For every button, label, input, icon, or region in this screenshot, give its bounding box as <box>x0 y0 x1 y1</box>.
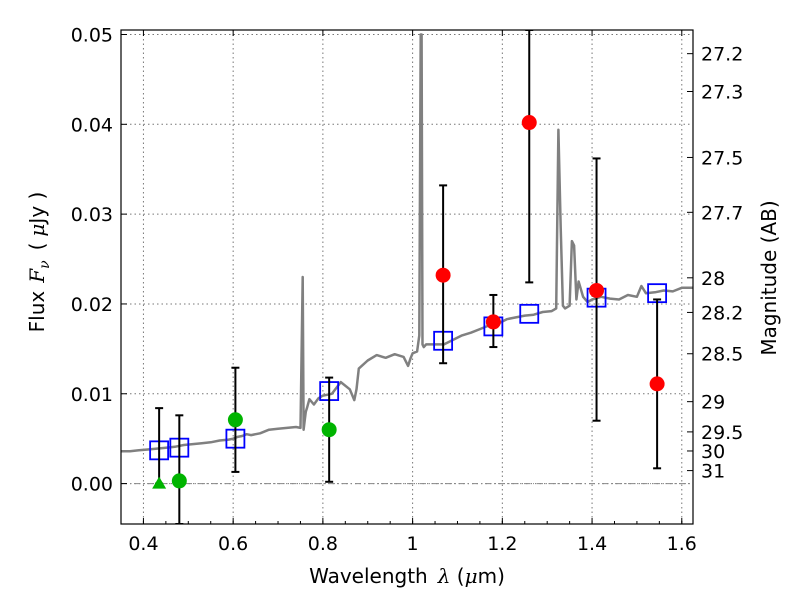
mag-tick-label: 27.5 <box>701 147 743 169</box>
data-point <box>171 473 187 489</box>
y-tick-label: 0.02 <box>71 294 113 316</box>
model-square <box>519 303 540 324</box>
y2-axis-label: Magnitude (AB) <box>757 200 781 355</box>
mag-tick-label: 27.7 <box>701 202 743 224</box>
x-tick-label: 1.2 <box>487 533 517 555</box>
mag-tick-label: 30 <box>701 441 725 463</box>
data-point <box>435 267 451 283</box>
y-tick-label: 0.03 <box>71 204 113 226</box>
x-tick-label: 0.6 <box>218 533 248 555</box>
upper-limit-triangle <box>152 476 167 489</box>
plot-frame <box>120 29 694 525</box>
x-tick-label: 1.4 <box>577 533 607 555</box>
y-tick-label: 0.00 <box>71 474 113 496</box>
x-tick-label: 0.4 <box>128 533 158 555</box>
mag-tick-label: 27.3 <box>701 81 743 103</box>
plot-layer <box>121 30 693 524</box>
data-point <box>589 282 605 298</box>
mag-tick-label: 28.5 <box>701 344 743 366</box>
x-tick-label: 1 <box>407 533 419 555</box>
y-tick-label: 0.05 <box>71 24 113 46</box>
y-tick-label: 0.01 <box>71 384 113 406</box>
x-tick-label: 0.8 <box>308 533 338 555</box>
data-point <box>485 314 501 330</box>
data-point <box>521 115 537 131</box>
x-tick-label: 1.6 <box>667 533 697 555</box>
x-axis-label: Wavelength λ (μm) <box>309 564 505 588</box>
y-axis-label: FluxFν(μJy ) <box>25 192 53 333</box>
mag-tick-label: 29 <box>701 392 725 414</box>
mag-tick-label: 27.2 <box>701 44 743 66</box>
mag-tick-label: 28.2 <box>701 302 743 324</box>
mag-tick-label: 31 <box>701 461 725 483</box>
y-tick-label: 0.04 <box>71 114 113 136</box>
data-point <box>227 412 243 428</box>
mag-tick-label: 29.5 <box>701 422 743 444</box>
sed-template-line <box>121 33 693 453</box>
axis-layer: 0.4 0.6 0.8 1 1.2 1.4 1.6 0.00 0.01 0.02 0.03 0.04 0… <box>71 24 744 555</box>
data-point <box>321 422 337 438</box>
grid-layer <box>121 30 693 524</box>
mag-tick-label: 28 <box>701 268 725 290</box>
data-point <box>649 376 665 392</box>
